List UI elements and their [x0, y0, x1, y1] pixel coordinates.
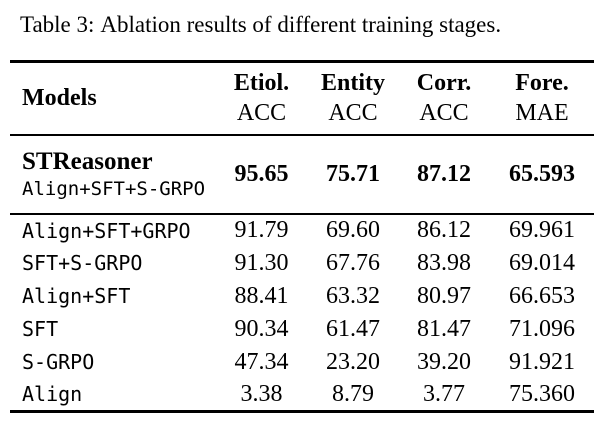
model-subname: Align+SFT+S-GRPO [22, 177, 206, 200]
column-header-fore-mae: Fore. MAE [490, 62, 594, 135]
value-cell: 23.20 [326, 348, 380, 375]
model-name: Align [22, 382, 83, 407]
value-cell: 67.76 [326, 249, 380, 276]
value-cell: 69.961 [509, 217, 575, 243]
table-row: Align+SFT+GRPO 91.79 69.60 86.12 69.961 [10, 214, 594, 247]
table-row-streasoner: STReasoner Align+SFT+S-GRPO 95.65 75.71 … [10, 135, 594, 214]
model-name-streasoner: STReasoner [22, 147, 153, 175]
value-cell: 83.98 [417, 249, 471, 276]
value-cell: 91.30 [234, 249, 289, 276]
column-header-line2: MAE [515, 100, 569, 127]
model-cell: STReasoner Align+SFT+S-GRPO [10, 135, 215, 214]
table-caption: Table 3: Ablation results of different tr… [20, 10, 590, 40]
model-name: Align+SFT [22, 284, 131, 308]
table-row: S-GRPO 47.34 23.20 39.20 91.921 [10, 346, 594, 379]
table-row: Align 3.38 8.79 3.77 75.360 [10, 379, 594, 412]
table-row: Align+SFT 88.41 63.32 80.97 66.653 [10, 280, 594, 313]
column-header-line1: Fore. [515, 70, 569, 97]
table-row: SFT+S-GRPO 91.30 67.76 83.98 69.014 [10, 247, 594, 280]
value-cell: 65.593 [509, 160, 575, 187]
model-name: SFT+S-GRPO [22, 251, 143, 275]
value-cell: 8.79 [332, 380, 374, 407]
value-cell: 80.97 [417, 282, 471, 309]
value-cell: 3.38 [240, 380, 283, 407]
ablation-results-table: Models Etiol. ACC Entity ACC Corr. ACC F… [10, 60, 594, 413]
value-cell: 61.47 [326, 315, 380, 342]
value-cell: 88.41 [234, 282, 289, 309]
value-cell: 71.096 [509, 315, 575, 342]
value-cell: 87.12 [417, 160, 471, 187]
value-cell: 91.79 [234, 217, 289, 243]
value-cell: 75.71 [326, 160, 380, 187]
column-header-corr-acc: Corr. ACC [398, 62, 490, 135]
model-name: S-GRPO [22, 350, 95, 374]
column-header-line1: Corr. [416, 70, 472, 97]
column-header-line2: ACC [328, 100, 378, 127]
value-cell: 3.77 [423, 380, 465, 407]
column-header-line2: ACC [419, 100, 469, 127]
model-name: SFT [22, 317, 59, 341]
value-cell: 63.32 [326, 282, 380, 309]
table-row: SFT 90.34 61.47 81.47 71.096 [10, 313, 594, 346]
value-cell: 86.12 [417, 217, 471, 243]
model-name: Align+SFT+GRPO [22, 218, 191, 243]
value-cell: 81.47 [417, 315, 471, 342]
value-cell: 69.014 [509, 249, 575, 276]
value-cell: 90.34 [234, 315, 289, 342]
header-row: Models Etiol. ACC Entity ACC Corr. ACC F… [10, 61, 594, 135]
value-cell: 69.60 [326, 217, 380, 243]
value-cell: 39.20 [417, 348, 471, 375]
column-header-models: Models [22, 84, 97, 111]
column-header-etiol-acc: Etiol. ACC [215, 62, 308, 135]
column-header-entity-acc: Entity ACC [308, 62, 398, 135]
column-header-line2: ACC [236, 100, 287, 127]
table-caption-text: Ablation results of different training s… [100, 12, 502, 37]
column-header-line1: Etiol. [233, 70, 290, 97]
table-caption-label: Table 3: [20, 12, 95, 37]
value-cell: 75.360 [509, 380, 575, 407]
value-cell: 95.65 [234, 160, 289, 187]
column-header-line1: Entity [320, 70, 385, 97]
value-cell: 47.34 [234, 348, 289, 375]
value-cell: 91.921 [509, 348, 575, 375]
value-cell: 66.653 [509, 282, 575, 309]
